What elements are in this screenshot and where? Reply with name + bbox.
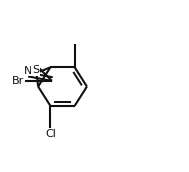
Text: S: S bbox=[32, 65, 39, 75]
Text: Cl: Cl bbox=[45, 129, 56, 139]
Text: N: N bbox=[24, 66, 32, 76]
Text: Br: Br bbox=[12, 76, 24, 86]
